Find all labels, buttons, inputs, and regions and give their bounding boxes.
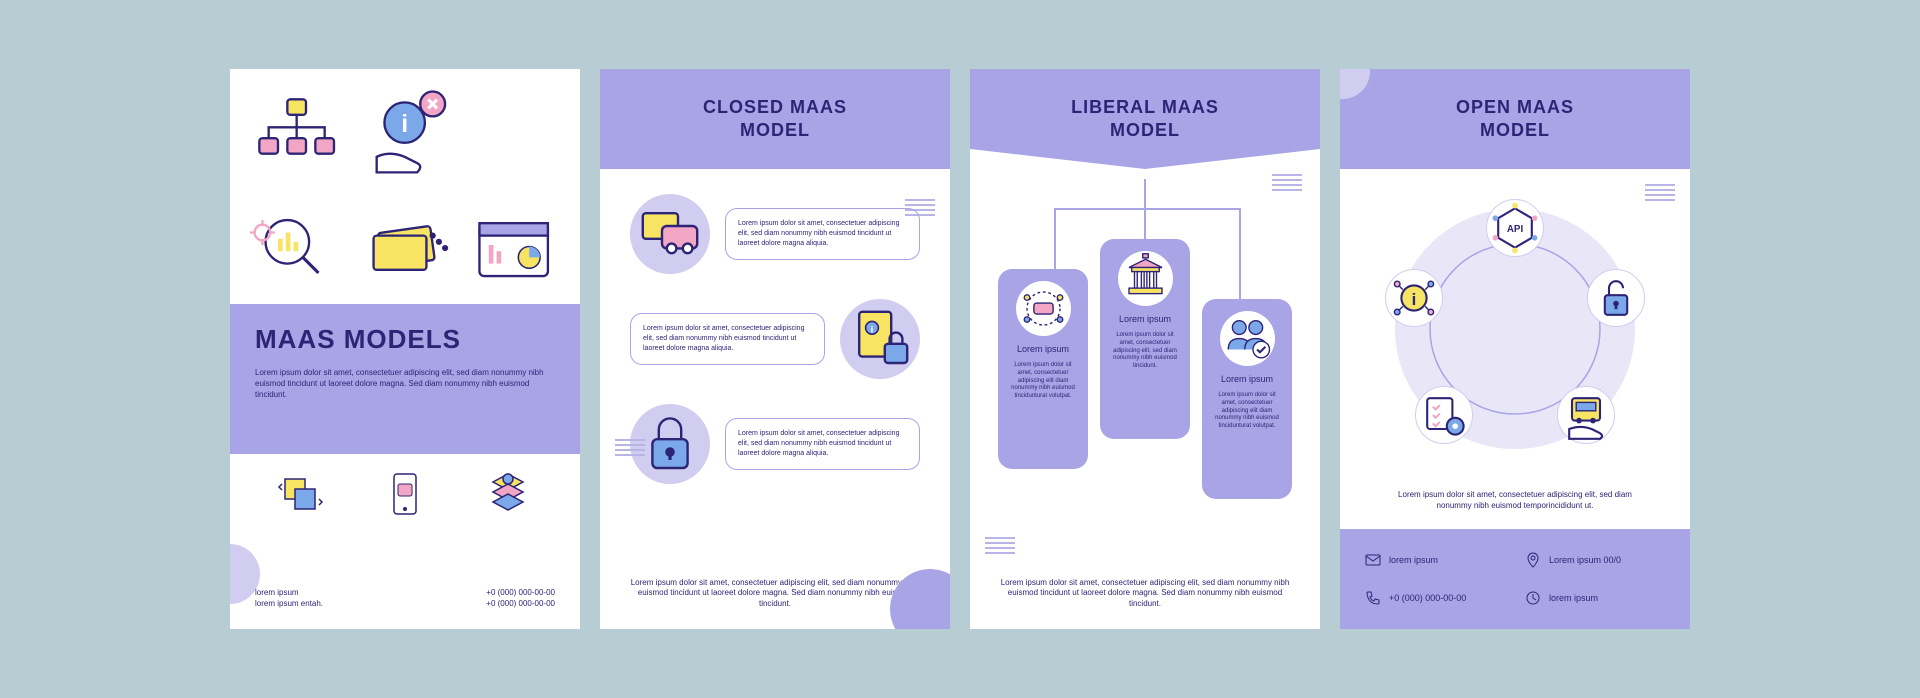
closed-text-1: Lorem ipsum dolor sit amet, consectetuer… [725,208,920,259]
analytics-search-icon [250,202,343,300]
contact-clock: lorem ipsum [1525,585,1665,611]
contact-pin-text: Lorem ipsum 00/0 [1549,555,1621,565]
mail-icon [1365,552,1381,568]
panel2-header: CLOSED MAAS MODEL [600,69,950,169]
dashboard-window-icon [467,202,560,300]
panel1-bottom-icons [230,454,580,569]
svg-text:i: i [402,110,409,138]
footer-right: +0 (000) 000-00-00 +0 (000) 000-00-00 [486,588,555,609]
closed-text-3: Lorem ipsum dolor sit amet, consectetuer… [725,418,920,469]
info-hand-icon: i [358,89,451,187]
svg-text:i: i [871,325,874,336]
panel4-footer: lorem ipsum Lorem ipsum 00/0 +0 (000) 00… [1340,529,1690,629]
panel-closed-maas: CLOSED MAAS MODEL Lorem ipsum dolor sit … [600,69,950,629]
contact-mail: lorem ipsum [1365,547,1505,573]
phone-bus-icon [380,469,430,519]
panel4-text: Lorem ipsum dolor sit amet, consectetuer… [1340,489,1690,511]
panel-liberal-maas: LIBERAL MAAS MODEL Lorem ipsum Lorem ips… [970,69,1320,629]
panel-maas-models: i MAAS MODELS Lorem ipsum dolor sit amet… [230,69,580,629]
panel1-description: Lorem ipsum dolor sit amet, consectetuer… [255,367,555,401]
panel3-footer: Lorem ipsum dolor sit amet, consectetuer… [995,578,1295,609]
contact-pin: Lorem ipsum 00/0 [1525,547,1665,573]
closed-text-2: Lorem ipsum dolor sit amet, consectetuer… [630,313,825,364]
contact-phone-text: +0 (000) 000-00-00 [1389,593,1466,603]
panel2-body: Lorem ipsum dolor sit amet, consectetuer… [600,169,950,534]
decorative-lines [985,537,1015,554]
pin-icon [1525,552,1541,568]
panel3-header: LIBERAL MAAS MODEL [970,69,1320,169]
bus-hand-icon [1557,386,1615,444]
panel4-body: API i [1340,169,1690,489]
connector-lines [1000,179,1290,499]
panel1-icon-area: i [230,69,580,304]
closed-item-3: Lorem ipsum dolor sit amet, consectetuer… [630,404,920,484]
panel-open-maas: OPEN MAAS MODEL API i Lorem ipsum dolor … [1340,69,1690,629]
panel4-title: OPEN MAAS MODEL [1456,96,1574,143]
panel3-title: LIBERAL MAAS MODEL [1071,96,1219,143]
closed-item-2: i Lorem ipsum dolor sit amet, consectetu… [630,299,920,379]
panel1-footer: lorem ipsum lorem ipsum entah. +0 (000) … [255,588,555,609]
closed-item-1: Lorem ipsum dolor sit amet, consectetuer… [630,194,920,274]
hierarchy-icon [250,89,343,187]
svg-text:i: i [1412,290,1417,309]
panel2-footer: Lorem ipsum dolor sit amet, consectetuer… [625,578,925,609]
api-hex-icon: API [1486,199,1544,257]
checklist-gear-icon [1415,386,1473,444]
panel3-body: Lorem ipsum Lorem ipsum dolor sit amet, … [970,169,1320,529]
panel2-title: CLOSED MAAS MODEL [703,96,847,143]
tickets-icon [358,202,451,300]
svg-text:API: API [1507,224,1524,235]
bus-car-icon [630,194,710,274]
contact-mail-text: lorem ipsum [1389,555,1438,565]
clock-icon [1525,590,1541,606]
phone-icon [1365,590,1381,606]
contact-clock-text: lorem ipsum [1549,593,1598,603]
footer-left: lorem ipsum lorem ipsum entah. [255,588,323,609]
unlock-icon [1587,269,1645,327]
panel1-title: MAAS MODELS [255,324,555,355]
gear-layers-icon [483,469,533,519]
contact-phone: +0 (000) 000-00-00 [1365,585,1505,611]
exchange-layers-icon [277,469,327,519]
panel4-header: OPEN MAAS MODEL [1340,69,1690,169]
brochure-container: i MAAS MODELS Lorem ipsum dolor sit amet… [230,69,1690,629]
info-network-icon: i [1385,269,1443,327]
panel1-title-area: MAAS MODELS Lorem ipsum dolor sit amet, … [230,304,580,454]
doc-lock-icon: i [840,299,920,379]
circle-diagram: API i [1395,209,1635,449]
spacer [467,89,560,187]
decorative-lines [615,439,645,456]
